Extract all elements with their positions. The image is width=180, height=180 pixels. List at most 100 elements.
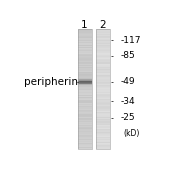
Bar <box>96 37 110 38</box>
Bar <box>96 68 110 69</box>
Bar <box>96 46 110 47</box>
Bar <box>78 65 92 66</box>
Bar <box>78 33 92 34</box>
Bar <box>78 139 92 140</box>
Text: -85: -85 <box>120 51 135 60</box>
Bar <box>78 101 92 102</box>
Bar <box>96 139 110 140</box>
Bar <box>96 35 110 36</box>
Bar <box>78 79 92 80</box>
Bar <box>78 41 92 42</box>
Bar <box>96 85 110 86</box>
Bar <box>96 112 110 113</box>
Bar <box>78 54 92 55</box>
Bar <box>78 37 92 38</box>
Bar <box>96 131 110 132</box>
Bar <box>96 139 110 140</box>
Bar <box>78 127 92 128</box>
Bar <box>96 45 110 46</box>
Bar <box>78 136 92 137</box>
Bar <box>78 118 92 119</box>
Bar <box>96 119 110 120</box>
Bar <box>96 82 110 83</box>
Bar <box>78 122 92 123</box>
Bar <box>96 65 110 66</box>
Bar <box>78 117 92 118</box>
Bar <box>96 123 110 124</box>
Bar <box>78 88 92 89</box>
Bar <box>78 127 92 128</box>
Bar <box>78 111 92 112</box>
Bar <box>96 57 110 58</box>
Bar <box>78 45 92 46</box>
Bar <box>96 132 110 133</box>
Bar <box>96 137 110 138</box>
Bar <box>78 63 92 64</box>
Bar <box>96 127 110 128</box>
Bar <box>78 125 92 126</box>
Bar <box>78 81 92 82</box>
Bar <box>78 83 92 84</box>
Bar <box>78 94 92 95</box>
Bar <box>78 85 92 86</box>
Bar <box>96 122 110 123</box>
Bar <box>78 82 92 83</box>
Bar <box>96 61 110 62</box>
Bar <box>78 133 92 134</box>
Bar <box>96 47 110 48</box>
Bar <box>78 115 92 116</box>
Bar <box>78 31 92 32</box>
Bar <box>78 50 92 51</box>
Bar <box>78 118 92 119</box>
Bar <box>96 116 110 117</box>
Bar <box>78 105 92 106</box>
Bar <box>78 108 92 109</box>
Bar <box>96 77 110 78</box>
Bar <box>96 74 110 75</box>
Bar <box>96 36 110 37</box>
Bar <box>96 50 110 51</box>
Bar <box>96 104 110 105</box>
Bar <box>96 59 110 60</box>
Bar <box>96 41 110 42</box>
Bar <box>96 114 110 115</box>
Bar <box>78 115 92 116</box>
Bar <box>96 64 110 65</box>
Bar <box>78 147 92 148</box>
Bar <box>78 92 92 93</box>
Bar <box>96 66 110 67</box>
Bar <box>78 138 92 139</box>
Bar <box>78 61 92 62</box>
Bar <box>96 135 110 136</box>
Bar <box>78 141 92 142</box>
Bar <box>96 106 110 107</box>
Bar <box>96 31 110 32</box>
Bar <box>96 48 110 49</box>
Bar <box>78 43 92 44</box>
Bar <box>96 98 110 99</box>
Bar <box>78 74 92 75</box>
Bar <box>96 91 110 92</box>
Bar <box>78 97 92 98</box>
Bar <box>78 46 92 47</box>
Bar <box>78 140 92 141</box>
Bar <box>96 97 110 98</box>
Bar <box>78 75 92 76</box>
Bar <box>96 134 110 135</box>
Bar <box>78 142 92 143</box>
Bar <box>96 83 110 84</box>
Bar <box>96 43 110 44</box>
Bar <box>78 88 92 89</box>
Bar <box>96 103 110 104</box>
Bar <box>96 110 110 111</box>
Bar <box>96 97 110 98</box>
Bar <box>78 96 92 97</box>
Bar <box>96 29 110 30</box>
Bar <box>96 108 110 109</box>
Bar <box>78 52 92 53</box>
Bar <box>96 109 110 110</box>
Bar <box>96 55 110 56</box>
Bar <box>96 95 110 96</box>
Bar <box>78 90 92 91</box>
Bar <box>96 53 110 54</box>
